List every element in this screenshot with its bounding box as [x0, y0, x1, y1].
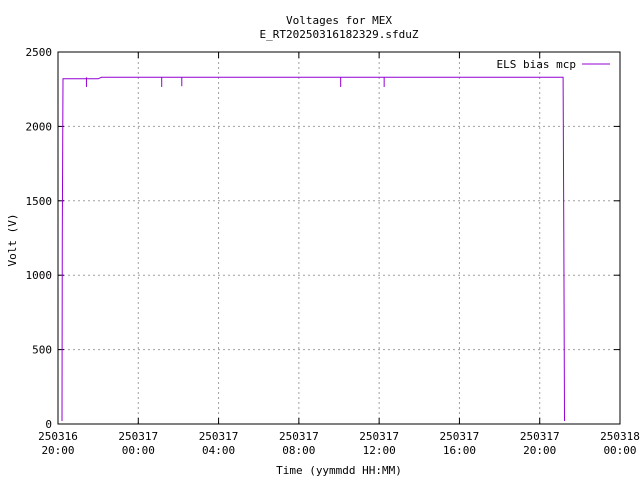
x-tick-date-label: 250317	[520, 430, 560, 443]
x-tick-date-label: 250317	[440, 430, 480, 443]
legend: ELS bias mcp	[497, 58, 610, 71]
y-tick-label: 500	[32, 344, 52, 357]
axis-ticks: 0500100015002000250025031620:0025031700:…	[26, 46, 640, 457]
x-tick-date-label: 250317	[359, 430, 399, 443]
x-tick-date-label: 250317	[118, 430, 158, 443]
grid-lines	[58, 52, 620, 424]
x-tick-date-label: 250317	[279, 430, 319, 443]
x-tick-date-label: 250316	[38, 430, 78, 443]
x-tick-time-label: 16:00	[443, 444, 476, 457]
series-layer	[61, 76, 565, 422]
y-tick-label: 1500	[26, 195, 53, 208]
x-tick-time-label: 04:00	[202, 444, 235, 457]
x-tick-time-label: 00:00	[122, 444, 155, 457]
x-tick-time-label: 08:00	[282, 444, 315, 457]
chart-subtitle: E_RT20250316182329.sfduZ	[260, 28, 419, 41]
plot-frame	[57, 51, 621, 425]
series-line	[61, 76, 565, 422]
legend-label: ELS bias mcp	[497, 58, 576, 71]
x-tick-date-label: 250317	[199, 430, 239, 443]
x-tick-time-label: 20:00	[523, 444, 556, 457]
y-axis-label: Volt (V)	[6, 214, 19, 267]
chart-title: Voltages for MEX	[286, 14, 392, 27]
y-tick-label: 0	[45, 418, 52, 431]
x-tick-date-label: 250318	[600, 430, 640, 443]
y-tick-label: 2000	[26, 120, 53, 133]
x-tick-time-label: 20:00	[41, 444, 74, 457]
y-tick-label: 2500	[26, 46, 53, 59]
y-tick-label: 1000	[26, 269, 53, 282]
x-axis-label: Time (yymmdd HH:MM)	[276, 464, 402, 477]
x-tick-time-label: 00:00	[603, 444, 636, 457]
x-tick-time-label: 12:00	[363, 444, 396, 457]
